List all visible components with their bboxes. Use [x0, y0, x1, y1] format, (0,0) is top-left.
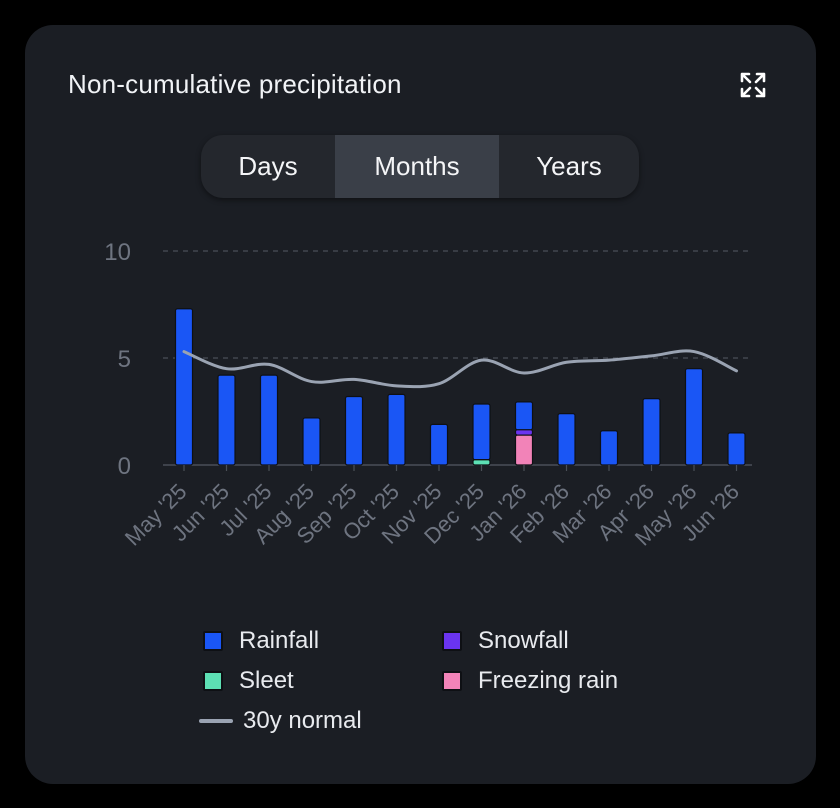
bar-snowfall [514, 429, 534, 436]
y-tick-label: 0 [118, 453, 131, 480]
bar-freezing-rain [514, 434, 534, 466]
bar-rainfall [344, 395, 364, 466]
legend-sleet-label: Sleet [239, 667, 294, 694]
legend-snowfall[interactable]: Snowfall [442, 627, 569, 655]
card-title: Non-cumulative precipitation [68, 69, 402, 99]
tab-years[interactable]: Years [536, 151, 602, 181]
tab-months[interactable]: Months [335, 135, 499, 198]
freezing-rain-swatch [442, 671, 462, 691]
bar-rainfall [472, 403, 491, 461]
expand-icon[interactable] [738, 70, 768, 100]
bar-rainfall [259, 374, 279, 466]
bar-rainfall [727, 432, 746, 466]
tab-days[interactable]: Days [238, 151, 298, 181]
precipitation-card: Non-cumulative precipitation Days Months… [25, 25, 816, 784]
period-segmented-control: Days Months Years [201, 135, 639, 198]
bar-rainfall [387, 393, 406, 466]
bar-rainfall [302, 417, 321, 466]
legend-normal-label: 30y normal [243, 707, 362, 734]
bar-rainfall [557, 413, 576, 466]
y-tick-label: 10 [104, 239, 131, 266]
bar-rainfall [684, 368, 704, 466]
bar-rainfall [429, 423, 449, 466]
legend-snowfall-label: Snowfall [478, 627, 569, 654]
rainfall-swatch [203, 631, 223, 651]
sleet-swatch [203, 671, 223, 691]
legend-rainfall[interactable]: Rainfall [203, 627, 319, 655]
bar-sleet [472, 459, 491, 466]
snowfall-swatch [442, 631, 462, 651]
legend-sleet[interactable]: Sleet [203, 667, 294, 695]
y-tick-label: 5 [118, 346, 131, 373]
legend-rainfall-label: Rainfall [239, 627, 320, 654]
bar-rainfall [642, 398, 661, 466]
bar-rainfall [514, 401, 534, 431]
legend-freezing-rain-label: Freezing rain [478, 667, 619, 694]
legend-freezing-rain[interactable]: Freezing rain [442, 667, 618, 695]
legend-normal[interactable]: 30y normal [199, 707, 362, 735]
normal-line [182, 349, 738, 389]
bar-rainfall [217, 374, 236, 466]
chart-legend: Rainfall Snowfall Sleet Freezing rain 30… [25, 25, 816, 784]
bar-rainfall [599, 430, 619, 466]
bar-rainfall [174, 308, 194, 466]
normal-line-swatch [199, 719, 233, 723]
